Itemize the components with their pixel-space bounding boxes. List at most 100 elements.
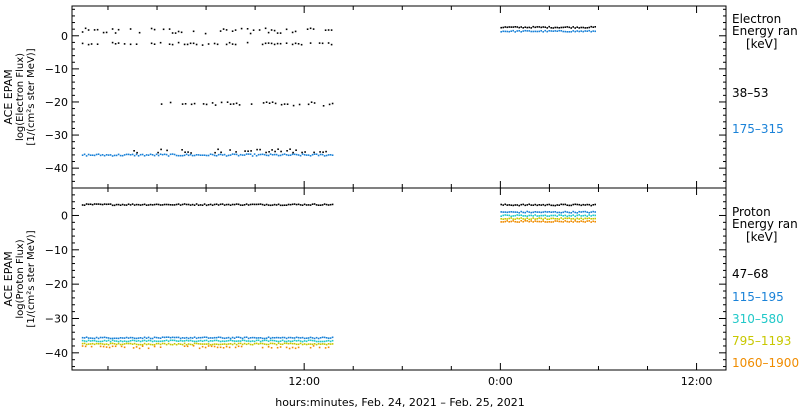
data-point <box>276 32 279 34</box>
data-point <box>145 204 148 206</box>
data-point <box>550 27 552 29</box>
data-point <box>309 204 312 206</box>
data-point <box>532 221 534 223</box>
data-point <box>295 343 298 346</box>
data-point <box>268 151 270 153</box>
data-point <box>87 153 90 156</box>
data-point <box>233 337 236 339</box>
data-point <box>210 345 213 348</box>
data-point <box>149 153 152 156</box>
data-point <box>586 30 588 32</box>
data-point <box>215 336 218 339</box>
data-point <box>153 154 156 157</box>
data-point <box>114 32 117 34</box>
data-point <box>297 343 300 346</box>
y-tick-label: −10 <box>45 244 68 257</box>
data-point <box>291 342 294 345</box>
data-point <box>582 30 584 33</box>
data-point <box>287 154 290 157</box>
data-point <box>217 343 220 346</box>
data-point <box>186 345 189 348</box>
data-point <box>211 337 214 339</box>
data-point <box>542 26 544 28</box>
data-point <box>542 214 544 217</box>
data-point <box>229 343 232 345</box>
data-point <box>516 221 518 223</box>
data-point <box>562 211 564 214</box>
data-point <box>550 214 552 217</box>
data-point <box>309 336 312 339</box>
data-point <box>292 151 294 154</box>
data-point <box>184 151 186 153</box>
data-point <box>153 28 156 31</box>
data-point <box>309 42 312 44</box>
data-point <box>516 30 518 32</box>
data-point <box>221 203 224 205</box>
data-point <box>219 340 222 343</box>
data-point <box>234 43 237 46</box>
data-point <box>329 154 332 156</box>
data-point <box>225 340 228 342</box>
data-point <box>187 151 189 153</box>
data-point <box>312 28 315 30</box>
data-point <box>280 150 282 153</box>
data-point <box>522 203 524 206</box>
x-tick-label: 0:00 <box>488 375 513 388</box>
data-point <box>586 203 588 206</box>
data-point <box>205 336 208 339</box>
data-point <box>540 26 542 29</box>
data-point <box>271 204 274 206</box>
data-point <box>271 342 274 345</box>
data-point <box>205 343 208 345</box>
data-point <box>129 340 132 342</box>
data-point <box>238 104 241 106</box>
data-point <box>257 343 260 345</box>
data-point <box>317 337 320 340</box>
data-point <box>285 337 288 340</box>
data-point <box>145 337 148 339</box>
data-point <box>315 340 318 343</box>
x-tick-label: 12:00 <box>681 375 713 388</box>
data-point <box>291 31 294 34</box>
data-point <box>540 30 542 32</box>
data-point <box>311 203 314 205</box>
data-point <box>121 340 124 343</box>
data-point <box>131 203 134 205</box>
data-point <box>261 346 264 349</box>
data-point <box>129 336 132 339</box>
data-point <box>570 215 572 217</box>
data-point <box>165 343 168 346</box>
data-point <box>84 27 87 30</box>
data-point <box>183 342 186 345</box>
data-point <box>550 30 552 32</box>
data-point <box>283 336 286 339</box>
data-point <box>554 30 556 32</box>
data-point <box>285 28 288 31</box>
data-point <box>227 343 230 345</box>
data-point <box>279 337 282 339</box>
data-point <box>294 30 297 33</box>
data-point <box>149 337 152 340</box>
data-point <box>574 203 576 206</box>
data-point <box>125 336 128 339</box>
data-point <box>95 340 98 343</box>
data-point <box>250 103 253 105</box>
data-point <box>245 153 248 155</box>
data-point <box>229 337 232 340</box>
data-point <box>163 342 166 345</box>
data-point <box>259 203 262 205</box>
data-point <box>217 336 220 338</box>
data-point <box>103 339 106 342</box>
data-point <box>556 220 558 222</box>
data-point <box>552 211 554 213</box>
data-point <box>131 336 134 339</box>
data-point <box>239 204 242 206</box>
data-point <box>81 339 84 342</box>
data-point <box>281 336 284 339</box>
data-point <box>592 217 594 220</box>
data-point <box>191 154 194 157</box>
data-point <box>520 210 522 213</box>
data-point <box>594 30 596 33</box>
data-point <box>121 343 124 346</box>
data-point <box>500 218 502 220</box>
